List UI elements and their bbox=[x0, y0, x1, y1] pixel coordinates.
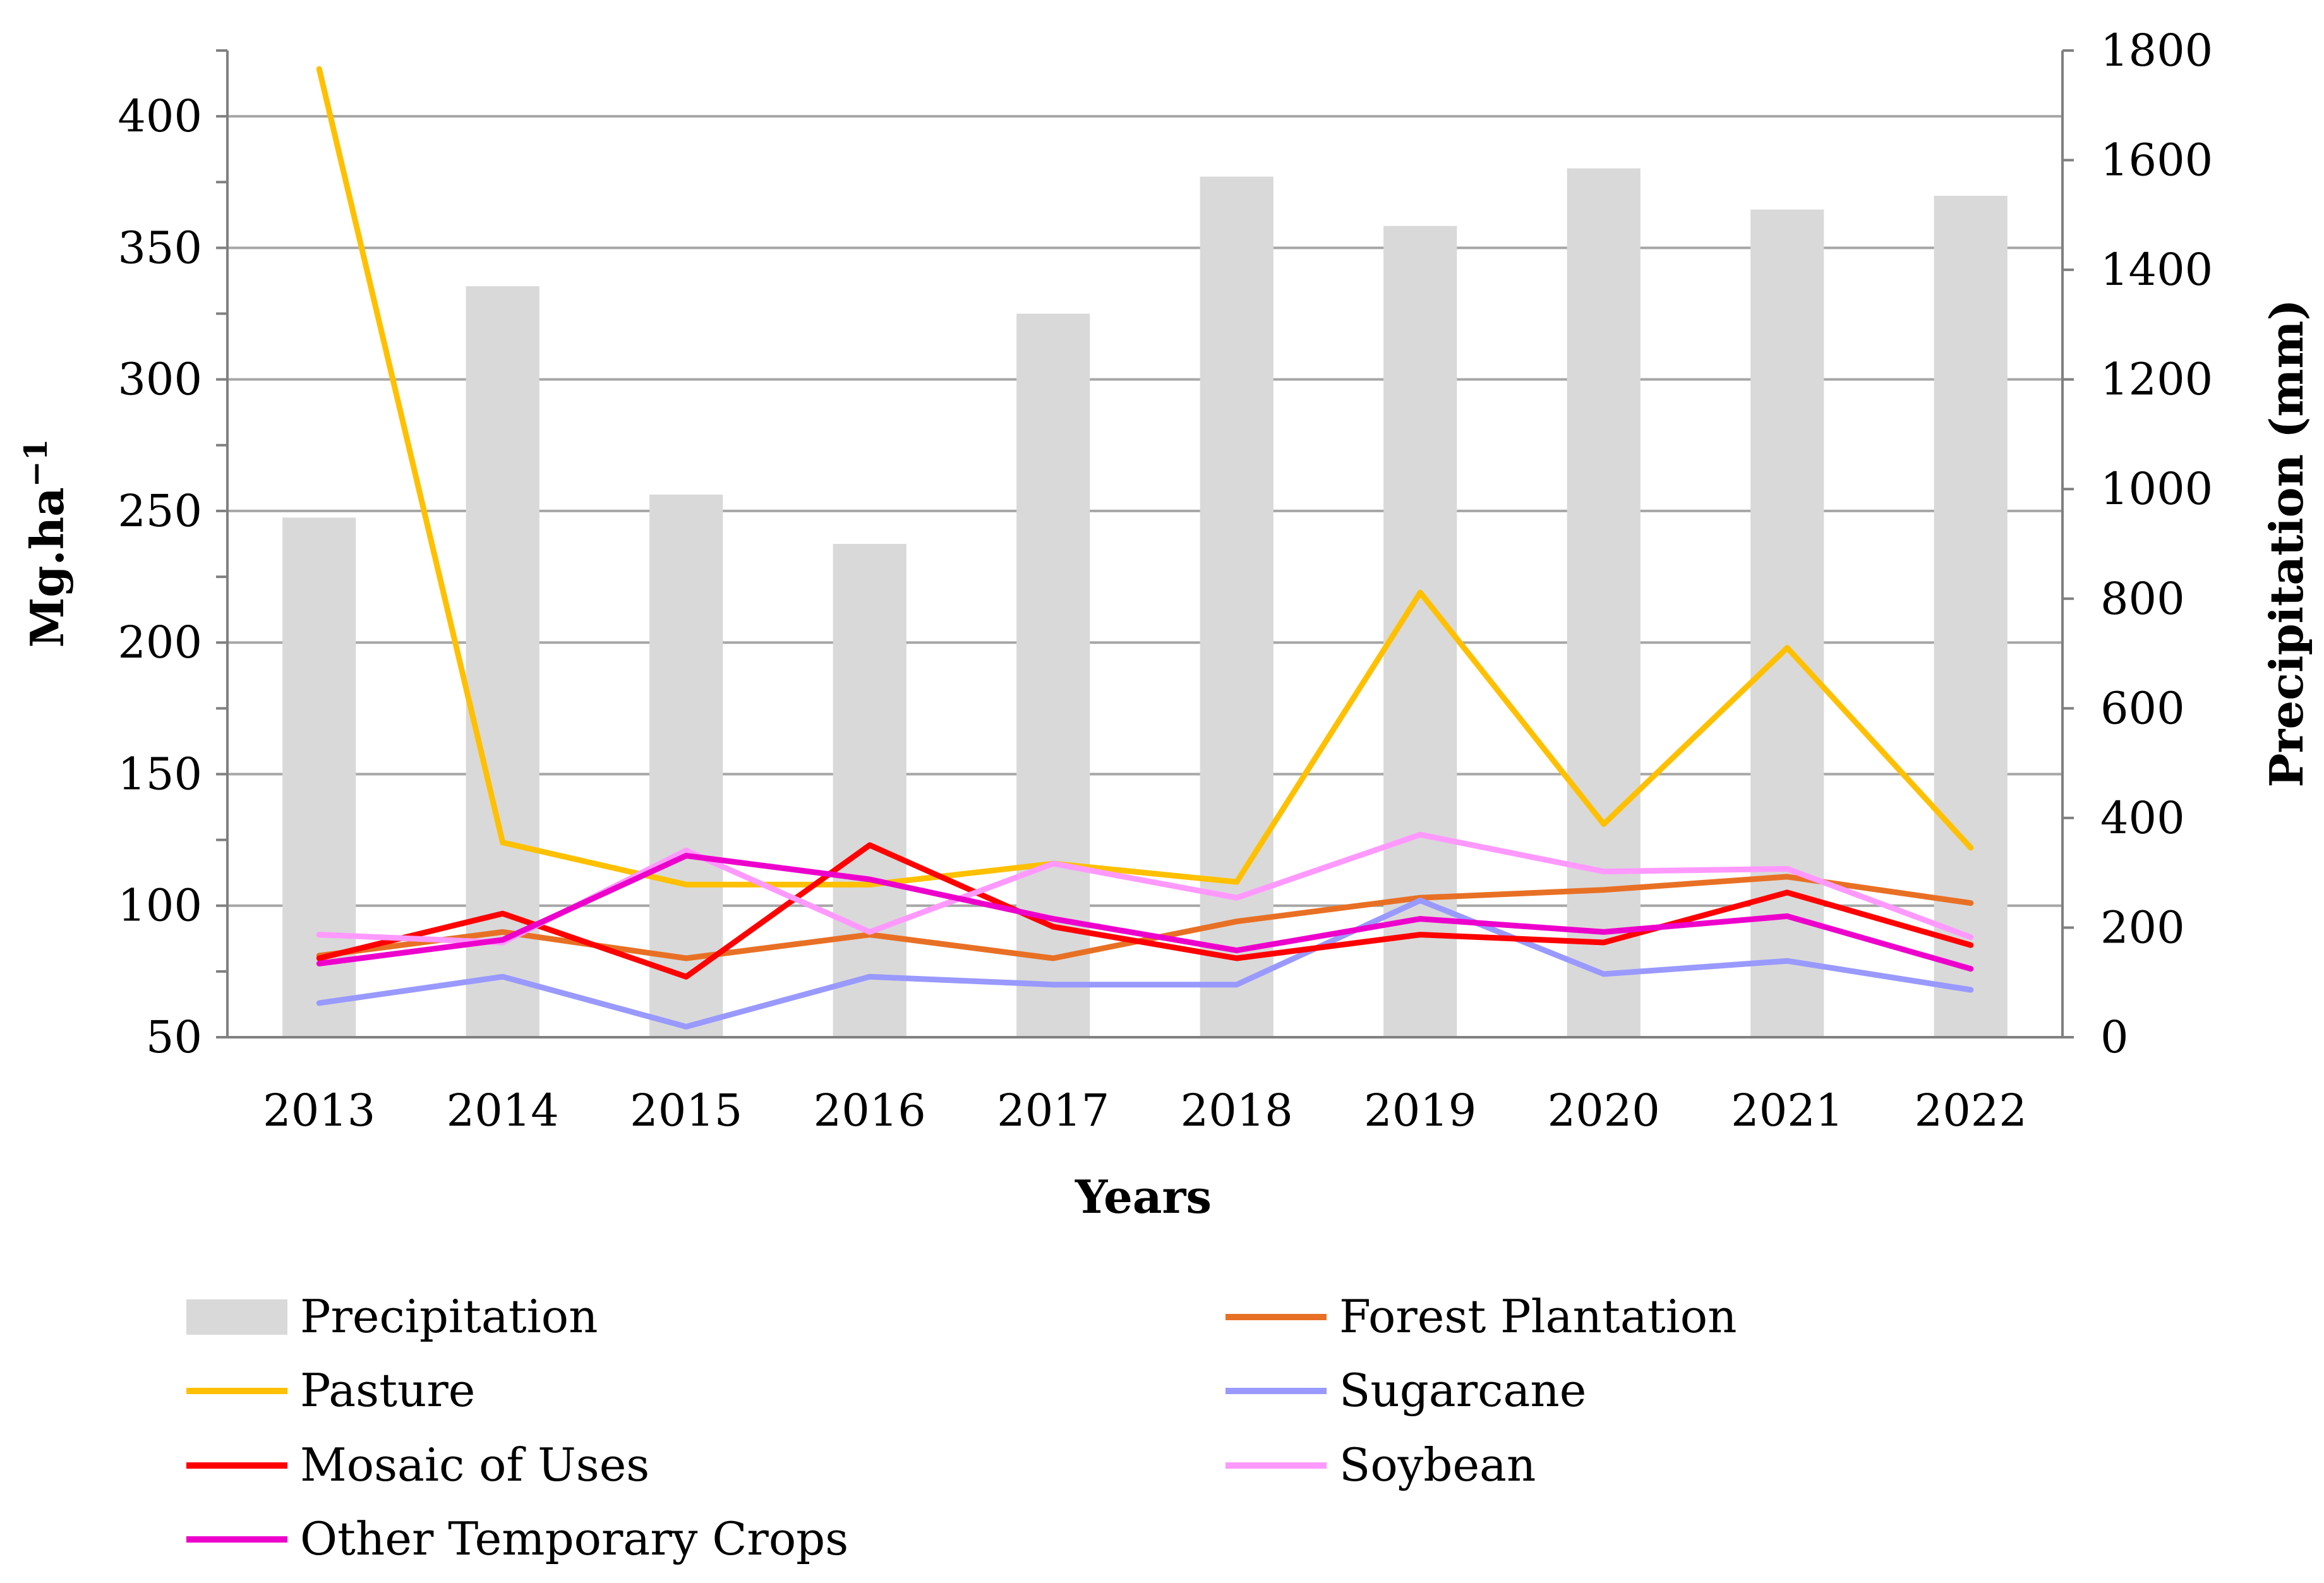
series-line-sugarcane bbox=[316, 897, 1974, 1030]
y-axis-title-text: Mg.ha bbox=[20, 487, 74, 647]
bar-2018 bbox=[1200, 176, 1273, 1038]
y2-axis-title: Precipitation (mm) bbox=[2260, 299, 2313, 787]
y-tick-label: 350 bbox=[117, 222, 202, 274]
x-tick-label: 2019 bbox=[1364, 1085, 1476, 1136]
y-tick-label: 250 bbox=[117, 485, 202, 537]
y-axis-title-superscript: −1 bbox=[17, 439, 54, 488]
series-line-other-temporary-crops bbox=[316, 853, 1974, 972]
y-tick-label: 50 bbox=[146, 1011, 202, 1063]
x-tick-label: 2020 bbox=[1548, 1085, 1660, 1136]
bar-2015 bbox=[649, 494, 723, 1037]
legend-swatch-precipitation bbox=[186, 1299, 287, 1335]
x-axis-title: Years bbox=[1075, 1170, 1212, 1224]
x-tick-label: 2013 bbox=[263, 1085, 375, 1136]
y2-tick-label: 400 bbox=[2100, 792, 2185, 844]
x-tick-label: 2014 bbox=[447, 1085, 559, 1136]
legend-label-precipitation: Precipitation bbox=[300, 1290, 598, 1343]
legend-label-mosaic-of-uses: Mosaic of Uses bbox=[300, 1438, 649, 1491]
y2-tick-label: 1600 bbox=[2100, 135, 2213, 186]
legend-label-soybean: Soybean bbox=[1339, 1438, 1536, 1491]
y2-tick-label: 200 bbox=[2100, 901, 2185, 953]
y2-tick-label: 1200 bbox=[2100, 354, 2213, 406]
series-line-pasture bbox=[316, 66, 1974, 888]
y-tick-label: 150 bbox=[117, 748, 202, 800]
y-tick-label: 200 bbox=[117, 617, 202, 668]
axes bbox=[216, 49, 2074, 1038]
x-tick-label: 2018 bbox=[1181, 1085, 1293, 1136]
y2-tick-label: 800 bbox=[2100, 573, 2185, 625]
series-line-mosaic-of-uses bbox=[316, 842, 1974, 980]
y2-tick-label: 1800 bbox=[2100, 25, 2213, 76]
series-line-forest-plantation bbox=[316, 874, 1974, 961]
y-tick-label: 300 bbox=[117, 354, 202, 406]
x-tick-label: 2016 bbox=[814, 1085, 926, 1136]
x-tick-label: 2022 bbox=[1915, 1085, 2027, 1136]
y2-tick-label: 0 bbox=[2100, 1011, 2129, 1063]
series-line-soybean bbox=[316, 831, 1974, 946]
y2-tick-label: 1400 bbox=[2100, 244, 2213, 296]
legend-label-pasture: Pasture bbox=[300, 1364, 475, 1417]
y-tick-label: 100 bbox=[117, 880, 202, 932]
bar-2021 bbox=[1750, 209, 1824, 1038]
y-tick-label: 400 bbox=[117, 90, 202, 142]
x-tick-label: 2015 bbox=[630, 1085, 742, 1136]
legend-label-sugarcane: Sugarcane bbox=[1339, 1364, 1586, 1417]
bar-2016 bbox=[833, 544, 906, 1037]
x-tick-label: 2017 bbox=[997, 1085, 1109, 1136]
bar-2020 bbox=[1567, 168, 1641, 1037]
legend: Precipitation Forest Plantation Pasture Sug… bbox=[186, 1290, 1737, 1565]
legend-label-other-temporary-crops: Other Temporary Crops bbox=[300, 1512, 848, 1565]
series-lines bbox=[316, 66, 1974, 1030]
tick-labels: 50 100 150 200 250 300 350 400 0 200 400 600 800 1000… bbox=[117, 25, 2213, 1136]
x-tick-label: 2021 bbox=[1731, 1085, 1843, 1136]
y2-tick-label: 1000 bbox=[2100, 463, 2213, 515]
bar-2022 bbox=[1934, 195, 2008, 1037]
y-axis-title: Mg.ha−1 bbox=[17, 439, 74, 648]
legend-label-forest-plantation: Forest Plantation bbox=[1339, 1290, 1737, 1343]
y2-tick-label: 600 bbox=[2100, 682, 2185, 734]
